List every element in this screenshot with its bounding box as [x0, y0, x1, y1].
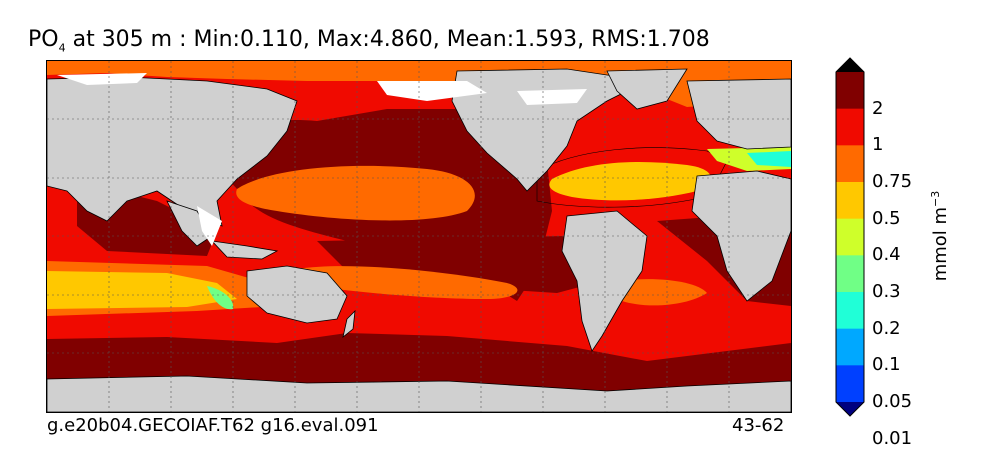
colorbar-units: mmol m−3 — [929, 191, 951, 282]
colorbar-tick-label: 0.01 — [872, 427, 913, 449]
europe-landmass — [686, 78, 791, 150]
year-range-label: 43-62 — [732, 415, 785, 436]
colorbar — [835, 57, 865, 417]
sea-ice — [57, 73, 587, 246]
colorbar-segment — [836, 218, 864, 256]
colorbar-tick-label: 0.3 — [872, 281, 901, 302]
colorbar-segment — [836, 328, 864, 366]
colorbar-segment — [836, 145, 864, 183]
run-id-label: g.e20b04.GECOIAF.T62 g16.eval.091 — [47, 415, 379, 436]
colorbar-tick-label: 0.05 — [872, 391, 913, 412]
title-stats: at 305 m : Min:0.110, Max:4.860, Mean:1.… — [65, 27, 710, 52]
graticule — [47, 61, 791, 412]
south-pacific-orange-region — [297, 266, 518, 299]
title-subscript: 4 — [58, 41, 66, 55]
colorbar-tick-label: 0.1 — [872, 354, 901, 376]
south-america-landmass — [561, 210, 648, 352]
indochina-landmass — [166, 200, 213, 247]
map-title: PO4 at 305 m : Min:0.110, Max:4.860, Mea… — [28, 26, 818, 62]
africa-landmass — [691, 170, 791, 302]
australia-landmass — [246, 265, 348, 324]
new-zealand-landmass — [342, 309, 356, 339]
asia-landmass — [47, 76, 298, 227]
colorbar-segment — [836, 255, 864, 293]
colorbar-outline — [835, 57, 865, 417]
colorbar-segment — [836, 292, 864, 330]
north-atlantic-yellow-region — [549, 161, 711, 201]
indian-ocean-yellow-region — [47, 271, 237, 309]
north-pacific-orange-region — [236, 165, 475, 221]
colorbar-bottom-arrow — [836, 402, 864, 416]
title-variable: PO — [28, 27, 59, 52]
colorbar-tick-label: 2 — [872, 97, 884, 119]
map-svg — [47, 61, 791, 412]
colorbar-tick-label: 0.4 — [872, 244, 901, 266]
eastern-mediterranean-region — [747, 151, 791, 167]
colorbar-segment — [836, 108, 864, 146]
colorbar-segment — [836, 72, 864, 110]
indian-ocean-green-region — [207, 286, 234, 310]
colorbar-tick-label: 0.5 — [872, 207, 901, 229]
colorbar-segment — [836, 182, 864, 220]
colorbar-tick-label: 0.75 — [872, 171, 913, 192]
colorbar-tick-label: 1 — [872, 134, 884, 156]
units-base: mmol m — [930, 206, 951, 282]
colorbar-tick-label: 0.2 — [872, 317, 901, 339]
ocean-map — [46, 60, 792, 413]
greenland-landmass — [606, 68, 688, 110]
colorbar-top-arrow — [836, 58, 864, 72]
south-atlantic-orange-region — [617, 279, 707, 306]
equatorial-pacific-high-region — [317, 236, 607, 293]
indonesia-landmass — [210, 240, 279, 260]
units-exponent: −3 — [929, 190, 942, 207]
colorbar-segment — [836, 365, 864, 403]
